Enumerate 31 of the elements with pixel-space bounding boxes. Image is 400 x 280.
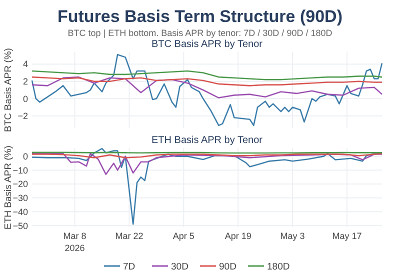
chart-title: BTC Basis APR by Tenor: [152, 39, 264, 50]
y-axis-title: ETH Basis APR (%): [3, 146, 14, 230]
y-tick-label: 4: [22, 59, 28, 70]
line-series: [31, 76, 383, 86]
x-tick-label: Apr 5: [172, 231, 194, 241]
y-axis-title: BTC Basis APR (%): [3, 48, 14, 132]
legend-label: 7D: [123, 261, 136, 272]
text: Futures Basis Term Structure (90D): [58, 7, 342, 26]
line-series: [31, 152, 383, 175]
legend-label: 90D: [219, 261, 237, 272]
x-tick-label: Mar 22: [115, 231, 144, 241]
line-series: [31, 70, 383, 80]
line-series: [31, 76, 383, 98]
x-tick-label: May 17: [332, 231, 362, 241]
legend-label: 180D: [267, 261, 290, 272]
y-tick-label: −50: [12, 220, 28, 231]
x-tick-label: Mar 8 2026: [63, 231, 86, 253]
legend-label: 30D: [171, 261, 189, 272]
y-tick-label: 0: [22, 94, 28, 104]
y-tick-label: −20: [12, 179, 28, 190]
y-tick-label: −30: [12, 193, 28, 204]
y-tick-label: −10: [12, 165, 28, 176]
y-tick-label: 2: [22, 76, 28, 87]
y-tick-label: −2: [18, 111, 28, 122]
text: BTC top | ETH bottom. Basis APR by tenor: 7D / 30D / 90D / 180D: [68, 28, 333, 38]
line-series: [31, 54, 383, 126]
y-tick-label: 0: [22, 151, 28, 162]
y-tick-label: −40: [12, 206, 28, 217]
x-tick-label: Apr 19: [224, 231, 252, 241]
chart-title: ETH Basis APR by Tenor: [152, 135, 264, 146]
x-tick-label: May 3: [280, 231, 305, 241]
